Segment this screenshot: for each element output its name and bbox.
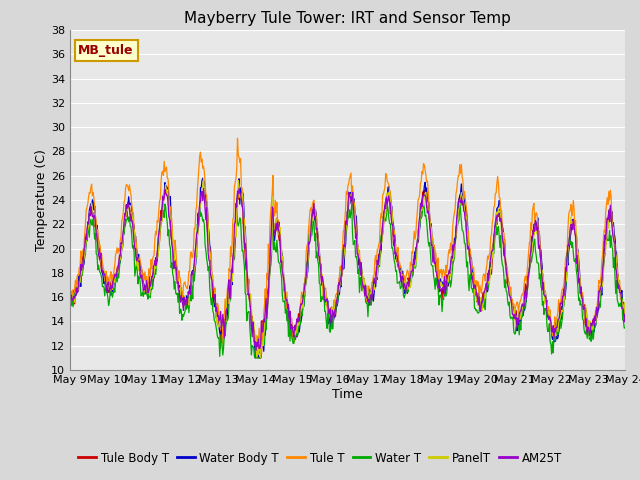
Y-axis label: Temperature (C): Temperature (C) <box>35 149 48 251</box>
X-axis label: Time: Time <box>332 388 363 401</box>
Text: MB_tule: MB_tule <box>78 44 134 57</box>
Legend: Tule Body T, Water Body T, Tule T, Water T, PanelT, AM25T: Tule Body T, Water Body T, Tule T, Water… <box>74 447 566 469</box>
Title: Mayberry Tule Tower: IRT and Sensor Temp: Mayberry Tule Tower: IRT and Sensor Temp <box>184 11 511 26</box>
